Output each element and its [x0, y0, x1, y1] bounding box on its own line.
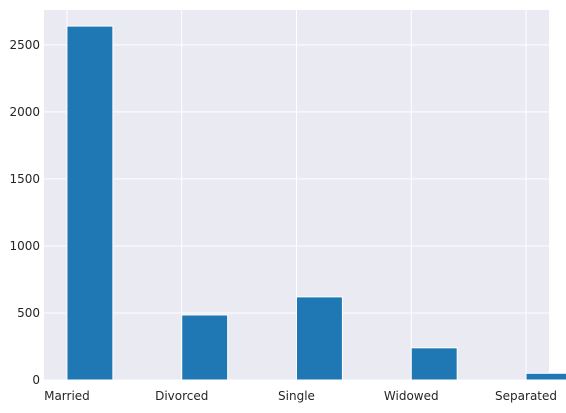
- x-tick-labels: Married Divorced Single Widowed Separated: [44, 389, 557, 403]
- bars: [66, 25, 566, 381]
- y-tick-label: 1000: [9, 239, 40, 253]
- y-tick-label: 0: [32, 373, 40, 387]
- bar-widowed: [410, 347, 458, 381]
- bar-divorced: [181, 314, 229, 381]
- y-tick-label: 2000: [9, 105, 40, 119]
- bar-single: [296, 296, 343, 381]
- x-tick-label: Single: [278, 389, 315, 403]
- y-tick-label: 1500: [9, 172, 40, 186]
- y-tick-label: 500: [17, 306, 40, 320]
- y-tick-label: 2500: [9, 38, 40, 52]
- x-tick-label: Married: [44, 389, 90, 403]
- bar-married: [66, 25, 114, 381]
- x-tick-label: Divorced: [155, 389, 208, 403]
- x-tick-label: Separated: [495, 389, 557, 403]
- y-tick-labels: 0 500 1000 1500 2000 2500: [9, 38, 40, 387]
- bar-separated: [525, 372, 566, 381]
- x-tick-label: Widowed: [384, 389, 439, 403]
